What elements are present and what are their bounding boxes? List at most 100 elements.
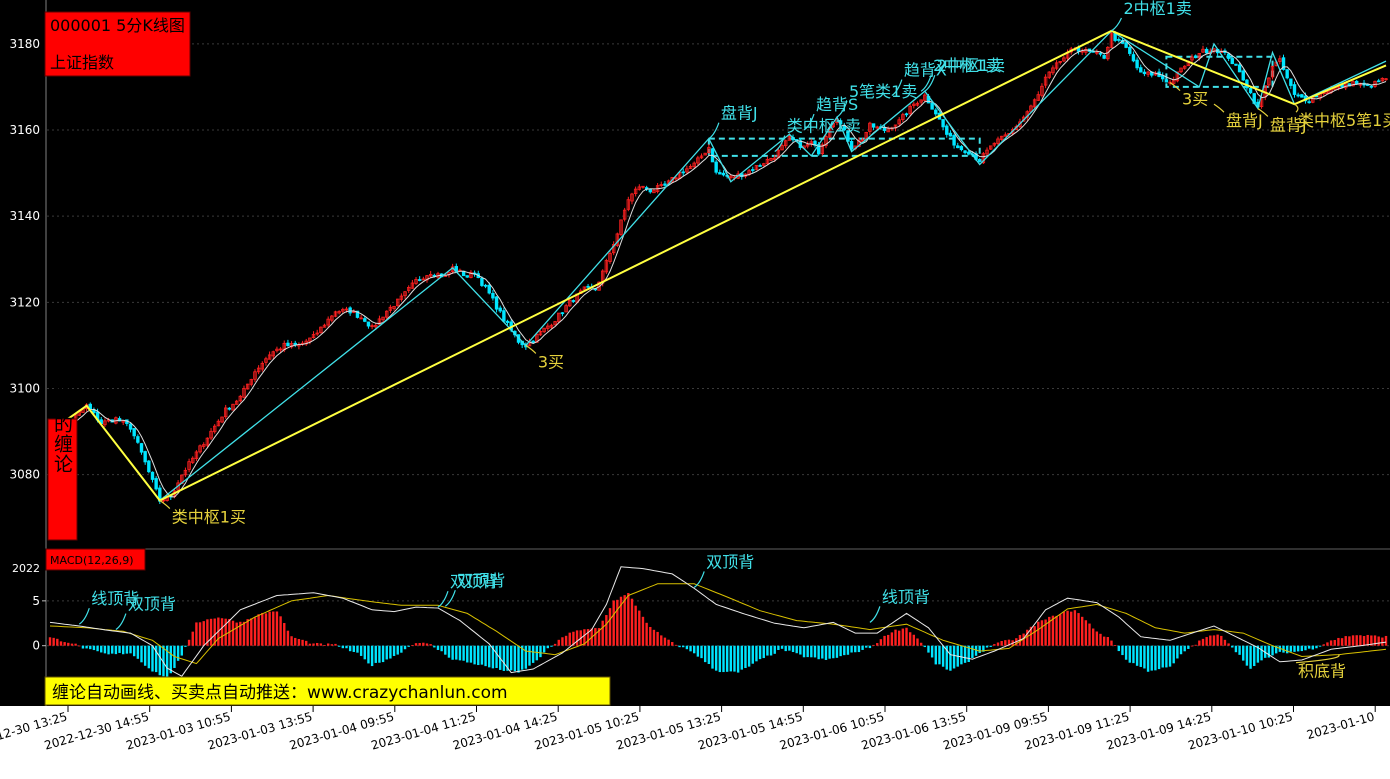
candle-body bbox=[498, 307, 502, 312]
macd-label: MACD(12,26,9) bbox=[50, 554, 134, 567]
macd-bar bbox=[1110, 640, 1113, 646]
side-label-box: 疯狂的缠论 bbox=[47, 374, 78, 541]
macd-bar bbox=[477, 645, 480, 666]
macd-bar bbox=[978, 645, 981, 653]
macd-bar bbox=[1333, 639, 1336, 646]
macd-bar bbox=[122, 645, 125, 655]
macd-bar bbox=[945, 645, 948, 670]
candle-body bbox=[183, 469, 188, 476]
macd-bar bbox=[729, 645, 733, 672]
macd-bar bbox=[48, 637, 52, 646]
macd-bar bbox=[627, 593, 630, 646]
macd-bar bbox=[1150, 645, 1153, 671]
macd-bar bbox=[1176, 645, 1179, 659]
macd-bar bbox=[791, 645, 795, 653]
macd-bar bbox=[575, 630, 579, 646]
candle-body bbox=[1098, 52, 1103, 55]
macd-bar bbox=[630, 598, 634, 646]
macd-bar bbox=[601, 620, 604, 646]
candle-body bbox=[202, 444, 206, 447]
macd-bar bbox=[1113, 645, 1117, 646]
dea-line bbox=[49, 583, 1387, 665]
macd-bar bbox=[1157, 645, 1161, 670]
macd-bar bbox=[868, 645, 872, 649]
candle-body bbox=[417, 279, 422, 281]
candle-body bbox=[956, 145, 960, 149]
macd-bar bbox=[67, 642, 70, 646]
macd-bar bbox=[1216, 634, 1219, 646]
macd-bar bbox=[1000, 641, 1003, 646]
candle-body bbox=[773, 157, 777, 160]
candle-body bbox=[915, 102, 920, 106]
macd-bar bbox=[484, 645, 487, 667]
macd-bar bbox=[92, 645, 96, 651]
candle-body bbox=[1292, 84, 1297, 95]
annotation-label: 双顶背 bbox=[706, 552, 754, 571]
macd-bar bbox=[1293, 645, 1296, 652]
macd-bar bbox=[996, 642, 1000, 646]
macd-bar bbox=[568, 632, 571, 646]
candle-body bbox=[553, 321, 557, 326]
candle-body bbox=[740, 173, 744, 178]
macd-bar bbox=[718, 645, 722, 673]
macd-bar bbox=[894, 629, 897, 646]
macd-bar bbox=[436, 645, 440, 650]
macd-bar bbox=[378, 645, 381, 663]
candle-body bbox=[1043, 76, 1048, 86]
candle-body bbox=[1124, 42, 1128, 48]
macd-bar bbox=[374, 645, 377, 663]
macd-bar bbox=[733, 645, 736, 672]
macd-bar bbox=[480, 645, 484, 665]
macd-bar bbox=[993, 644, 996, 646]
macd-bar bbox=[839, 645, 842, 657]
macd-bar bbox=[927, 645, 930, 653]
macd-bar bbox=[1370, 635, 1373, 646]
candle-body bbox=[919, 99, 923, 103]
candle-body bbox=[941, 119, 945, 128]
macd-bar bbox=[1124, 645, 1128, 660]
candle-body bbox=[494, 296, 499, 310]
annotation-label: 类中枢1买 bbox=[172, 508, 246, 527]
candle-body bbox=[857, 140, 861, 148]
macd-bar bbox=[1190, 645, 1194, 647]
macd-bar bbox=[1033, 626, 1036, 646]
macd-bar bbox=[517, 645, 520, 673]
candle-body bbox=[209, 430, 213, 439]
macd-bar bbox=[685, 645, 689, 650]
macd-bar bbox=[1022, 633, 1025, 646]
macd-bar bbox=[923, 645, 927, 648]
macd-bar bbox=[136, 645, 140, 659]
macd-bar bbox=[202, 621, 205, 646]
macd-bar bbox=[114, 645, 118, 655]
macd-bar bbox=[1099, 633, 1102, 646]
promo-banner[interactable]: 缠论自动画线、买卖点自动推送：www.crazychanlun.com bbox=[44, 676, 611, 706]
candle-body bbox=[319, 326, 323, 334]
macd-bar bbox=[1070, 611, 1073, 646]
annotation-label: 类中枢5笔1买 bbox=[1298, 111, 1390, 130]
macd-bar bbox=[843, 645, 846, 656]
macd-bar bbox=[1007, 639, 1011, 646]
macd-bar bbox=[989, 645, 992, 647]
candle-body bbox=[1058, 61, 1062, 63]
candle-body bbox=[245, 383, 250, 390]
macd-bar bbox=[63, 642, 66, 646]
annotation-arrow bbox=[891, 79, 903, 97]
candle-body bbox=[945, 125, 949, 135]
macd-bar bbox=[1194, 644, 1197, 646]
macd-bar bbox=[363, 645, 366, 660]
macd-bar bbox=[1366, 634, 1369, 646]
annotation-label: 趋背S bbox=[816, 95, 858, 114]
macd-bar bbox=[824, 645, 828, 660]
candle-body bbox=[161, 499, 166, 502]
candle-body bbox=[256, 367, 261, 373]
macd-bar bbox=[220, 618, 224, 646]
candle-body bbox=[611, 244, 616, 254]
macd-bar bbox=[982, 645, 985, 652]
macd-bar bbox=[736, 645, 740, 673]
annotation-label: 3买 bbox=[1182, 90, 1208, 109]
macd-bar bbox=[908, 632, 912, 646]
macd-bar bbox=[74, 643, 77, 646]
candle-body bbox=[337, 311, 341, 314]
candle-body bbox=[718, 172, 722, 175]
